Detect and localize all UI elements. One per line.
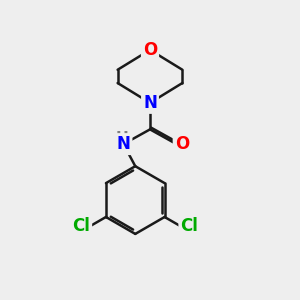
Text: Cl: Cl [72, 218, 90, 236]
Text: O: O [143, 41, 157, 59]
Text: Cl: Cl [180, 218, 198, 236]
Text: N: N [117, 135, 130, 153]
Text: O: O [175, 135, 189, 153]
Text: H: H [116, 131, 128, 146]
Text: N: N [143, 94, 157, 112]
